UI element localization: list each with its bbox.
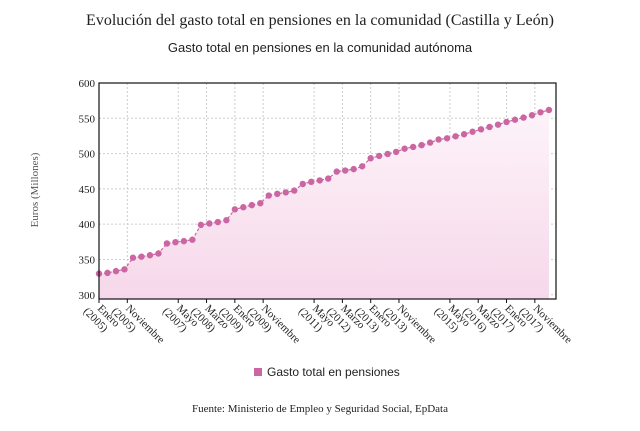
data-point[interactable]: [367, 155, 374, 162]
data-point[interactable]: [206, 220, 213, 227]
data-point[interactable]: [214, 218, 222, 226]
data-point[interactable]: [460, 131, 468, 138]
data-point[interactable]: [469, 128, 476, 135]
data-point[interactable]: [384, 150, 391, 158]
data-point[interactable]: [350, 165, 357, 173]
data-point[interactable]: [545, 106, 553, 114]
data-point[interactable]: [342, 167, 349, 174]
x-tick-label: Noviembre(2017): [517, 297, 575, 355]
y-tick-label: 300: [79, 290, 96, 302]
data-point[interactable]: [494, 121, 502, 128]
data-point[interactable]: [129, 254, 137, 261]
data-point[interactable]: [452, 133, 459, 140]
y-tick-label: 400: [79, 219, 96, 231]
data-point[interactable]: [503, 118, 510, 126]
data-point[interactable]: [511, 116, 519, 123]
y-axis-label: Euros (Millones): [29, 152, 41, 227]
data-point[interactable]: [248, 201, 256, 209]
data-point[interactable]: [299, 180, 306, 188]
y-tick-label: 500: [79, 149, 96, 161]
data-point[interactable]: [197, 221, 205, 229]
y-tick-label: 550: [79, 113, 96, 125]
data-point[interactable]: [528, 112, 536, 119]
data-point[interactable]: [409, 143, 417, 151]
data-point[interactable]: [291, 187, 298, 194]
data-point[interactable]: [163, 240, 171, 247]
data-point[interactable]: [418, 141, 425, 149]
data-point[interactable]: [477, 126, 485, 133]
legend-swatch: [254, 368, 262, 376]
y-tick-label: 600: [79, 78, 96, 90]
data-point[interactable]: [426, 139, 434, 146]
chart-title: Evolución del gasto total en pensiones e…: [86, 12, 554, 29]
data-point[interactable]: [401, 145, 408, 152]
y-tick-label: 450: [79, 184, 96, 196]
data-point[interactable]: [358, 163, 366, 170]
series-area: [99, 110, 549, 299]
data-point[interactable]: [282, 189, 289, 196]
data-point[interactable]: [274, 190, 281, 198]
data-point[interactable]: [257, 200, 264, 207]
source-note: Fuente: Ministerio de Empleo y Seguridad…: [191, 403, 448, 415]
data-point[interactable]: [189, 236, 196, 243]
data-point[interactable]: [392, 148, 400, 156]
data-point[interactable]: [240, 204, 247, 211]
x-tick-label: Noviembre(2009): [245, 297, 303, 355]
data-point[interactable]: [180, 237, 188, 245]
data-point[interactable]: [520, 114, 527, 121]
x-tick-label: Noviembre(2005): [109, 297, 167, 355]
data-point[interactable]: [112, 267, 120, 275]
data-point[interactable]: [231, 206, 239, 213]
data-point[interactable]: [333, 168, 340, 175]
data-point[interactable]: [443, 135, 451, 142]
data-point[interactable]: [375, 152, 383, 160]
data-point[interactable]: [172, 238, 179, 246]
plot-frame: [98, 82, 557, 300]
data-point[interactable]: [537, 109, 544, 116]
y-tick-label: 350: [79, 254, 96, 266]
data-point[interactable]: [104, 269, 111, 277]
data-point[interactable]: [223, 217, 230, 224]
data-point[interactable]: [435, 136, 442, 143]
x-tick-label: Noviembre(2013): [381, 297, 439, 355]
data-point[interactable]: [486, 123, 493, 131]
legend-label[interactable]: Gasto total en pensiones: [267, 365, 400, 379]
data-point[interactable]: [316, 177, 323, 184]
data-point[interactable]: [265, 192, 272, 199]
data-point[interactable]: [121, 266, 128, 273]
data-point[interactable]: [146, 252, 154, 259]
data-point[interactable]: [138, 253, 145, 260]
chart-subtitle: Gasto total en pensiones en la comunidad…: [167, 40, 473, 55]
data-point[interactable]: [155, 250, 162, 257]
data-point[interactable]: [325, 175, 332, 182]
data-point[interactable]: [308, 178, 315, 186]
